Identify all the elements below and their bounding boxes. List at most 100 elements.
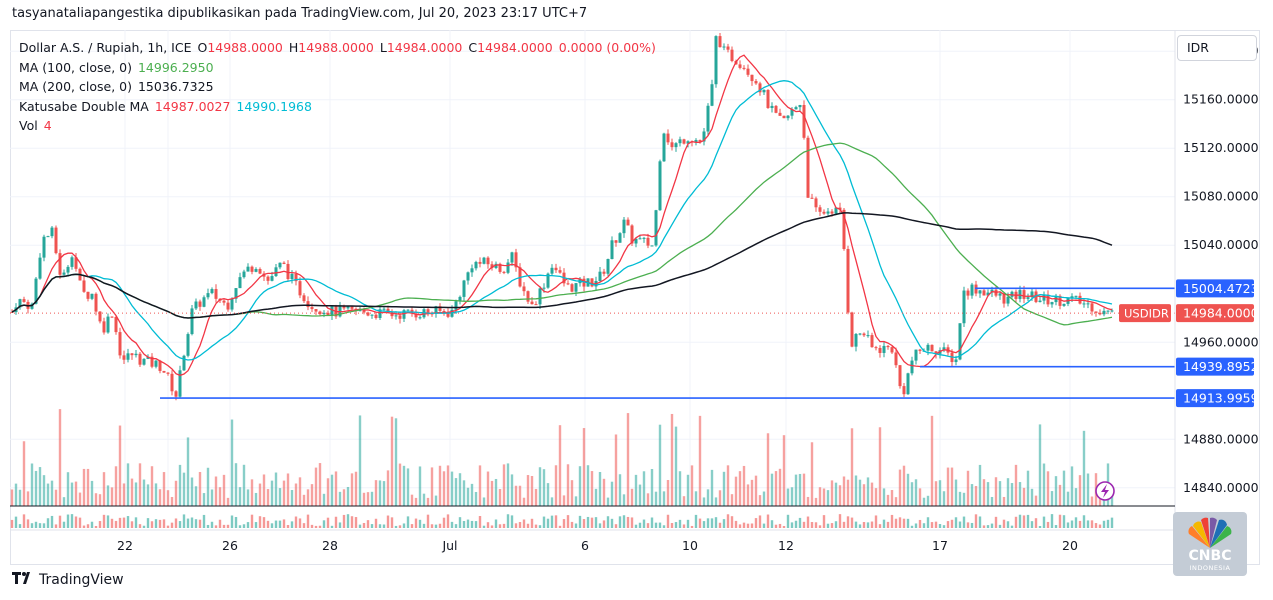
candle-body xyxy=(986,292,990,296)
volume-sub-bar xyxy=(194,519,198,528)
volume-bar xyxy=(1006,478,1010,506)
volume-bar xyxy=(1090,496,1094,506)
volume-bar xyxy=(778,468,782,506)
legend-low-value: 14984.0000 xyxy=(386,40,463,55)
candle-body xyxy=(638,238,642,240)
currency-selector[interactable]: IDR xyxy=(1177,35,1257,61)
volume-bar xyxy=(410,494,414,506)
volume-sub-bar xyxy=(242,524,246,528)
volume-bar xyxy=(282,480,286,506)
level-price-label: 15004.4723 xyxy=(1183,281,1259,296)
volume-sub-bar xyxy=(434,524,438,528)
legend-ma100-row[interactable]: MA (100, close, 0) 14996.2950 xyxy=(19,58,662,78)
last-price-tag xyxy=(1176,304,1254,323)
legend-symbol[interactable]: Dollar A.S. / Rupiah, 1h, ICE xyxy=(19,40,192,55)
volume-sub-bar xyxy=(278,520,282,528)
tradingview-logo[interactable]: TradingView xyxy=(12,572,124,588)
volume-sub-bar xyxy=(1018,514,1022,528)
volume-sub-bar xyxy=(934,521,938,528)
volume-sub-bar xyxy=(350,516,354,528)
volume-bar xyxy=(770,473,774,506)
volume-sub-bar xyxy=(406,516,410,528)
volume-sub-bar xyxy=(710,518,714,528)
candle-body xyxy=(670,142,674,148)
volume-sub-bar xyxy=(854,521,858,528)
volume-bar xyxy=(366,492,370,506)
volume-sub-bar xyxy=(926,517,930,528)
volume-sub-bar xyxy=(1062,515,1066,528)
candle-body xyxy=(574,283,578,292)
legend-change: 0.0000 (0.00%) xyxy=(558,40,656,55)
volume-sub-bar xyxy=(30,523,34,528)
candle-body xyxy=(86,291,90,299)
candle-body xyxy=(302,295,306,302)
volume-bar xyxy=(390,416,394,506)
volume-sub-bar xyxy=(1090,520,1094,528)
volume-bar xyxy=(846,479,850,506)
volume-bar xyxy=(858,479,862,506)
volume-sub-bar xyxy=(606,516,610,528)
volume-bar xyxy=(334,471,338,506)
candle-body xyxy=(662,133,666,162)
volume-bar xyxy=(426,497,430,506)
volume-sub-bar xyxy=(654,522,658,528)
legend-ma200-row[interactable]: MA (200, close, 0) 15036.7325 xyxy=(19,77,662,97)
legend-volume-row[interactable]: Vol 4 xyxy=(19,116,662,136)
volume-bar xyxy=(830,480,834,506)
volume-bar xyxy=(986,482,990,506)
candle-body xyxy=(802,105,806,138)
volume-bar xyxy=(130,478,134,506)
candle-body xyxy=(790,109,794,116)
candle-body xyxy=(510,252,514,263)
volume-sub-bar xyxy=(762,523,766,528)
time-tick-label: 17 xyxy=(932,538,948,553)
volume-sub-bar xyxy=(722,519,726,528)
volume-sub-bar xyxy=(54,524,58,528)
volume-bar xyxy=(706,489,710,506)
candle-body xyxy=(1110,310,1114,312)
volume-bar xyxy=(450,471,454,506)
legend-symbol-row: Dollar A.S. / Rupiah, 1h, ICE O14988.0000… xyxy=(19,38,662,58)
volume-bar xyxy=(818,487,822,506)
volume-bar xyxy=(218,487,222,506)
volume-bar xyxy=(202,493,206,506)
candle-body xyxy=(674,143,678,148)
candle-body xyxy=(478,261,482,264)
time-tick-label: 22 xyxy=(117,538,133,553)
volume-sub-bar xyxy=(246,522,250,528)
volume-bar xyxy=(606,497,610,506)
volume-sub-bar xyxy=(758,515,762,528)
volume-sub-bar xyxy=(394,525,398,528)
candle-body xyxy=(294,273,298,282)
volume-bar xyxy=(98,494,102,506)
volume-sub-bar xyxy=(422,523,426,528)
volume-sub-bar xyxy=(682,524,686,528)
volume-sub-bar xyxy=(102,514,106,528)
volume-bar xyxy=(26,491,30,506)
volume-bar xyxy=(482,497,486,506)
lightning-icon[interactable] xyxy=(1095,481,1115,501)
volume-sub-bar xyxy=(158,519,162,528)
volume-bar xyxy=(522,497,526,506)
volume-sub-bar xyxy=(942,525,946,528)
candle-body xyxy=(206,293,210,298)
volume-bar xyxy=(178,464,182,506)
volume-sub-bar xyxy=(322,520,326,528)
volume-sub-bar xyxy=(518,522,522,528)
volume-sub-bar xyxy=(622,515,626,528)
volume-bar xyxy=(730,494,734,506)
candle-body xyxy=(458,296,462,302)
volume-sub-bar xyxy=(914,523,918,528)
candle-body xyxy=(102,321,106,333)
candle-body xyxy=(1074,295,1078,297)
volume-sub-bar xyxy=(774,524,778,528)
volume-sub-bar xyxy=(546,518,550,528)
volume-sub-bar xyxy=(698,518,702,528)
ma100-line xyxy=(11,142,1113,326)
volume-bar xyxy=(838,485,842,506)
volume-sub-bar xyxy=(590,517,594,528)
volume-sub-bar xyxy=(354,517,358,528)
legend-katsubase-row[interactable]: Katusabe Double MA 14987.0027 14990.1968 xyxy=(19,97,662,117)
volume-bar xyxy=(726,465,730,506)
